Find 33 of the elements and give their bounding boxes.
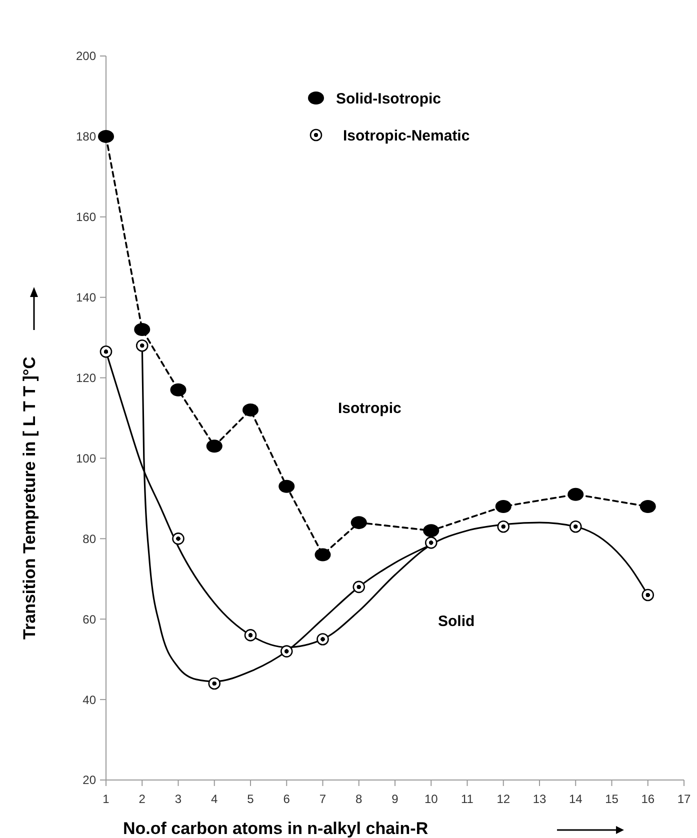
x-tick-label: 5 — [247, 792, 254, 806]
x-tick-label: 1 — [102, 792, 110, 806]
x-tick-label: 11 — [461, 792, 474, 806]
y-tick-label: 80 — [82, 532, 96, 546]
annotation: Solid — [438, 613, 475, 630]
x-tick-label: 7 — [319, 792, 326, 806]
x-tick-label: 15 — [605, 792, 619, 806]
x-tick-label: 6 — [283, 792, 290, 806]
y-tick-label: 180 — [76, 130, 96, 144]
legend-label: Solid-Isotropic — [336, 90, 441, 108]
y-tick-label: 100 — [76, 451, 96, 466]
annotation: Isotropic — [338, 400, 402, 417]
x-tick-label: 9 — [392, 792, 399, 806]
x-tick-label: 3 — [174, 792, 182, 806]
y-tick-label: 160 — [76, 210, 96, 224]
y-tick-label: 120 — [76, 370, 96, 385]
x-tick-label: 16 — [641, 792, 655, 806]
x-tick-label: 10 — [424, 792, 438, 806]
x-tick-label: 4 — [211, 792, 218, 806]
x-axis-title: No.of carbon atoms in n-alkyl chain-R — [123, 819, 428, 838]
x-tick-label: 12 — [496, 792, 510, 806]
y-tick-label: 40 — [82, 692, 96, 707]
y-tick-label: 60 — [82, 612, 96, 626]
x-tick-label: 13 — [532, 792, 546, 806]
x-tick-label: 17 — [677, 792, 691, 806]
x-tick-label: 2 — [138, 792, 146, 806]
y-tick-label: 140 — [76, 290, 96, 305]
y-tick-label: 20 — [82, 773, 96, 788]
y-axis-title: Transition Tempreture in [ L T T ]°C — [20, 356, 39, 640]
x-tick-label: 14 — [568, 792, 583, 806]
legend-label: Isotropic-Nematic — [343, 127, 470, 144]
x-tick-label: 8 — [356, 792, 363, 806]
y-tick-label: 200 — [76, 49, 96, 64]
